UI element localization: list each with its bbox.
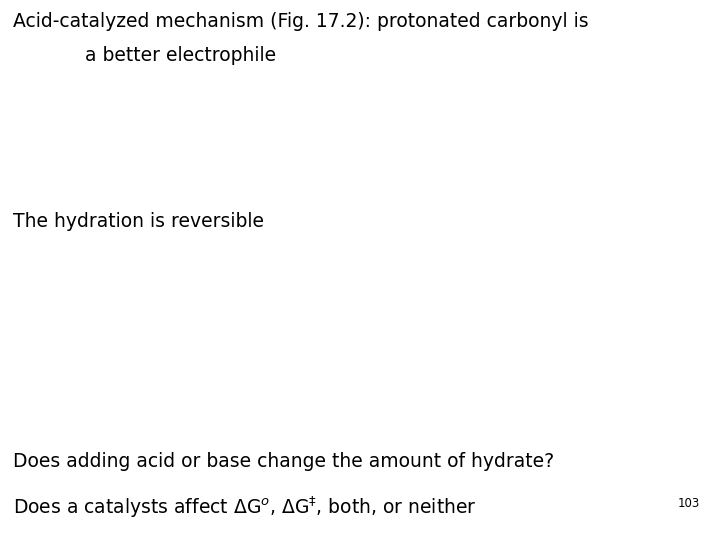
Text: The hydration is reversible: The hydration is reversible: [13, 212, 264, 231]
Text: a better electrophile: a better electrophile: [85, 46, 276, 65]
Text: Acid-catalyzed mechanism (Fig. 17.2): protonated carbonyl is: Acid-catalyzed mechanism (Fig. 17.2): pr…: [13, 12, 589, 31]
Text: Does adding acid or base change the amount of hydrate?: Does adding acid or base change the amou…: [13, 452, 554, 471]
Text: Does a catalysts affect $\Delta$G$^{o}$, $\Delta$G$^{\ddagger}$, both, or neithe: Does a catalysts affect $\Delta$G$^{o}$,…: [13, 494, 477, 519]
Text: 103: 103: [678, 497, 700, 510]
